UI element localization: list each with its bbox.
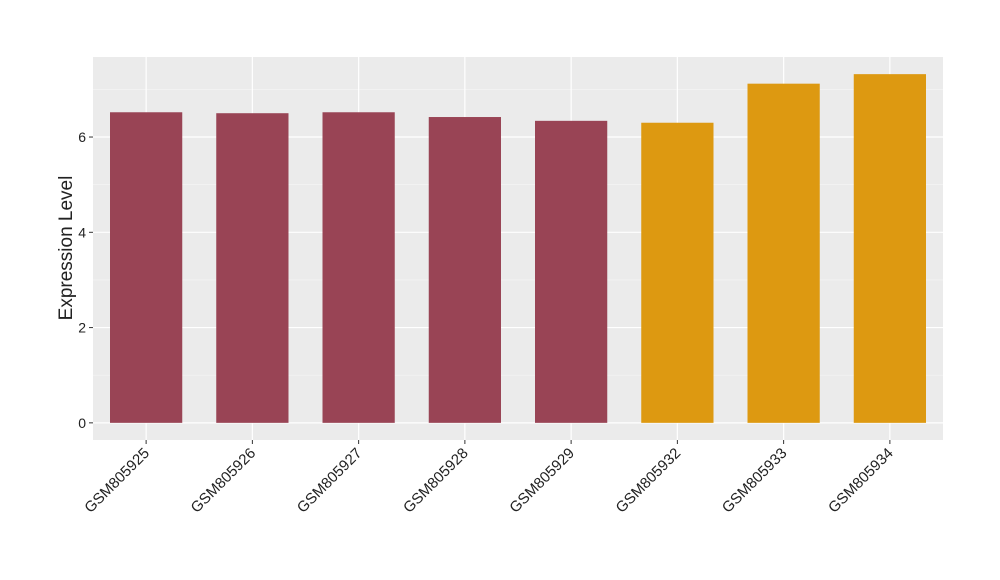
bar <box>216 113 289 423</box>
y-tick-label: 2 <box>78 320 86 336</box>
x-tick-label: GSM805925 <box>81 445 153 517</box>
bar <box>641 122 714 423</box>
x-tick-label: GSM805927 <box>294 445 366 517</box>
y-axis-label: Expression Level <box>56 176 77 321</box>
bar <box>535 120 608 423</box>
bar <box>322 112 395 423</box>
x-tick-label: GSM805926 <box>188 445 260 517</box>
x-tick-label: GSM805932 <box>613 445 685 517</box>
y-tick-label: 0 <box>78 415 86 431</box>
bar <box>747 83 820 423</box>
x-tick-label: GSM805933 <box>719 445 791 517</box>
y-tick-label: 4 <box>78 224 86 240</box>
y-tick-label: 6 <box>78 129 86 145</box>
x-tick-label: GSM805934 <box>825 445 897 517</box>
bar <box>428 117 501 423</box>
x-tick-label: GSM805928 <box>400 445 472 517</box>
x-tick-label: GSM805929 <box>506 445 578 517</box>
bar <box>110 112 183 423</box>
bar <box>853 74 926 423</box>
